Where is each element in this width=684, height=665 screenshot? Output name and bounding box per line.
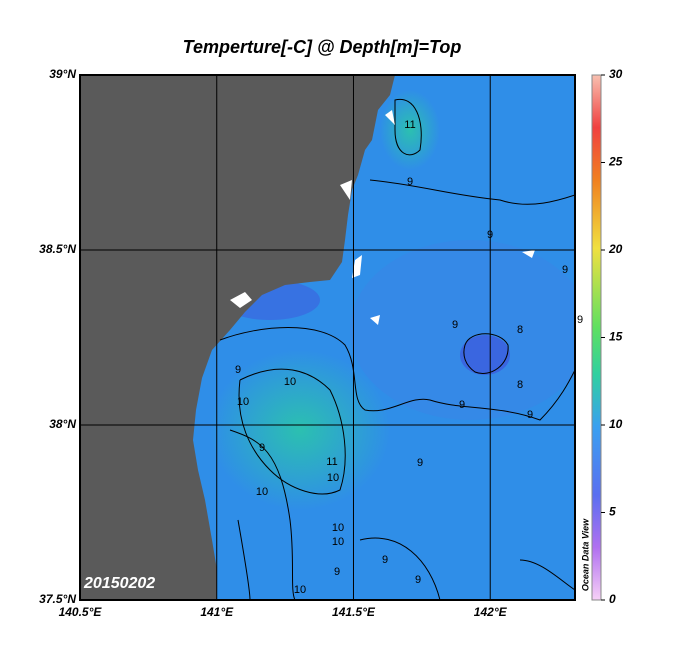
- contour-label: 9: [382, 554, 388, 566]
- contour-label: 8: [517, 379, 523, 391]
- contour-label: 11: [326, 456, 337, 468]
- contour-label: 9: [235, 364, 241, 376]
- contour-label: 9: [259, 442, 265, 454]
- contour-label: 9: [527, 409, 533, 421]
- contour-label: 9: [417, 457, 423, 469]
- cool-patch: [460, 335, 510, 375]
- contours: [219, 98, 575, 600]
- contour-label: 10: [256, 486, 268, 498]
- contour-label: 8: [517, 324, 523, 336]
- colorbar-label: 15: [609, 330, 623, 344]
- contour-label: 10: [284, 376, 296, 388]
- colorbar-label: 5: [609, 505, 616, 519]
- lon-label: 140.5°E: [59, 605, 103, 619]
- colorbar-label: 10: [609, 417, 623, 431]
- title: Temperture[-C] @ Depth[m]=Top: [183, 37, 462, 57]
- date-label: 20150202: [83, 575, 155, 592]
- watermark: Ocean Data View: [580, 518, 590, 591]
- cool-patch: [350, 240, 575, 420]
- contour-label: 9: [415, 574, 421, 586]
- map-area: [80, 75, 575, 600]
- contour-label: 9: [334, 566, 340, 578]
- colorbar-label: 30: [609, 67, 623, 81]
- lon-label: 141°E: [200, 605, 234, 619]
- contour-label: 9: [487, 229, 493, 241]
- land: [80, 75, 395, 600]
- lat-label: 38°N: [49, 417, 76, 431]
- colorbar-label: 20: [608, 242, 623, 256]
- contour-label: 10: [327, 472, 339, 484]
- contour-label: 9: [577, 314, 583, 326]
- contour-label: 9: [459, 399, 465, 411]
- contour-label: 9: [452, 319, 458, 331]
- lat-label: 37.5°N: [39, 592, 76, 606]
- contour-label: 9: [407, 176, 413, 188]
- colorbar-label: 0: [609, 592, 616, 606]
- contour-label: 9: [562, 264, 568, 276]
- contour-label: 10: [237, 396, 249, 408]
- lon-label: 142°E: [474, 605, 508, 619]
- lat-label: 38.5°N: [39, 242, 76, 256]
- warm-patch: [210, 350, 390, 510]
- colorbar-label: 25: [608, 155, 623, 169]
- lon-label: 141.5°E: [332, 605, 376, 619]
- lat-label: 39°N: [49, 67, 76, 81]
- contour-label: 10: [332, 522, 344, 534]
- colorbar: [591, 74, 602, 601]
- contour-label: 10: [294, 584, 306, 596]
- contour-label: 11: [404, 119, 415, 131]
- contour-label: 10: [332, 536, 344, 548]
